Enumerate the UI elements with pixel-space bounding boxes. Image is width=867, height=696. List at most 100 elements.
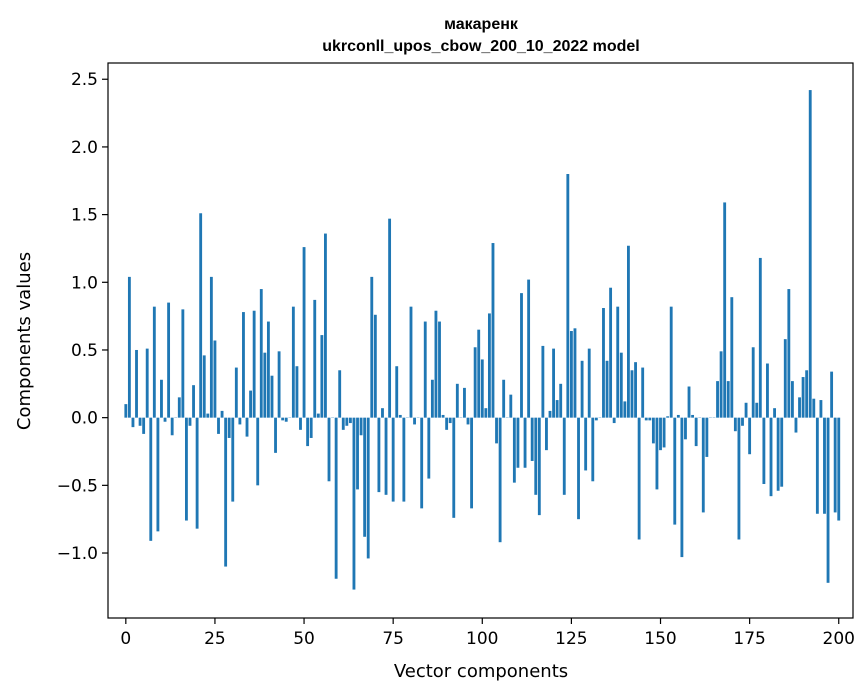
bar-87 (434, 310, 438, 418)
bar-143 (634, 362, 637, 418)
bar-104 (495, 417, 498, 444)
bar-43 (277, 351, 281, 418)
bar-126 (573, 328, 577, 418)
bar-9 (156, 417, 160, 532)
y-tick-label: 2.5 (71, 70, 98, 90)
bar-40 (266, 321, 270, 418)
bar-147 (648, 417, 652, 421)
bar-98 (473, 347, 477, 418)
bar-24 (209, 276, 213, 418)
x-tick-label: 25 (204, 629, 226, 649)
bar-78 (402, 417, 406, 502)
bar-76 (395, 366, 399, 418)
bar-52 (309, 417, 313, 438)
bar-141 (627, 245, 630, 418)
bar-37 (256, 417, 260, 486)
bar-174 (744, 402, 748, 418)
bar-111 (520, 293, 523, 418)
bar-75 (391, 417, 395, 502)
bar-119 (548, 410, 552, 418)
bar-74 (388, 218, 392, 418)
bar-193 (812, 398, 816, 418)
bar-5 (142, 417, 146, 434)
bar-95 (463, 387, 466, 418)
bar-69 (370, 276, 374, 418)
bar-144 (637, 417, 641, 540)
bar-177 (755, 402, 759, 418)
bar-120 (552, 348, 555, 418)
bar-86 (430, 379, 434, 418)
bar-140 (623, 401, 627, 418)
chart-title-line-1: макаренк (444, 16, 519, 33)
bar-3 (135, 349, 138, 418)
bar-4 (138, 417, 142, 426)
bar-145 (641, 367, 645, 418)
bar-149 (655, 417, 659, 490)
bar-44 (281, 417, 285, 421)
bar-131 (591, 417, 595, 482)
bar-16 (181, 309, 185, 418)
bar-25 (213, 340, 217, 418)
bar-21 (199, 213, 203, 418)
bar-127 (577, 417, 580, 520)
bar-11 (163, 417, 167, 422)
bar-180 (766, 363, 769, 418)
bar-129 (584, 417, 588, 471)
bar-66 (359, 417, 363, 436)
bar-148 (651, 417, 655, 444)
bar-139 (619, 352, 623, 418)
bar-108 (509, 394, 513, 418)
y-tick-label: 2.0 (71, 138, 98, 158)
bar-191 (805, 370, 809, 418)
bar-54 (316, 413, 320, 418)
bar-72 (381, 408, 384, 418)
bar-190 (801, 377, 805, 418)
bar-184 (780, 417, 784, 487)
y-tick-label: 0.5 (71, 341, 98, 361)
bar-128 (580, 360, 584, 418)
x-tick-label: 75 (382, 629, 404, 649)
bar-36 (252, 310, 256, 418)
bar-50 (302, 247, 306, 418)
y-tick-label: 1.0 (71, 273, 98, 293)
bar-167 (719, 351, 723, 418)
bar-158 (687, 386, 691, 418)
bar-185 (783, 339, 787, 418)
bar-169 (726, 381, 730, 418)
bar-8 (152, 306, 156, 418)
bar-156 (680, 417, 684, 558)
bar-160 (694, 417, 698, 447)
bar-151 (662, 417, 666, 448)
bar-6 (145, 348, 149, 418)
bar-176 (751, 347, 755, 418)
bar-32 (238, 417, 242, 425)
bar-0 (124, 404, 128, 418)
x-tick-label: 125 (555, 629, 587, 649)
bar-124 (566, 174, 570, 418)
x-tick-label: 200 (823, 629, 855, 649)
bar-19 (192, 385, 195, 418)
bar-18 (188, 417, 192, 426)
bar-85 (427, 417, 431, 479)
bar-130 (587, 348, 591, 418)
bar-199 (833, 417, 837, 513)
bar-96 (466, 417, 470, 425)
bar-110 (516, 417, 520, 468)
bar-68 (366, 417, 370, 559)
bar-171 (733, 417, 737, 432)
bar-84 (423, 321, 427, 418)
bar-196 (823, 417, 826, 514)
bar-31 (234, 367, 238, 418)
bar-48 (295, 366, 299, 418)
bar-195 (819, 400, 823, 418)
bar-125 (569, 331, 573, 418)
bar-172 (737, 417, 741, 540)
chart-title-line-2: ukrconll_upos_cbow_200_10_2022 model (322, 38, 639, 55)
bar-28 (224, 417, 228, 567)
bar-178 (758, 257, 762, 418)
bar-101 (484, 408, 488, 418)
bar-89 (441, 414, 445, 418)
bar-200 (837, 417, 841, 521)
bars-group (124, 90, 841, 590)
